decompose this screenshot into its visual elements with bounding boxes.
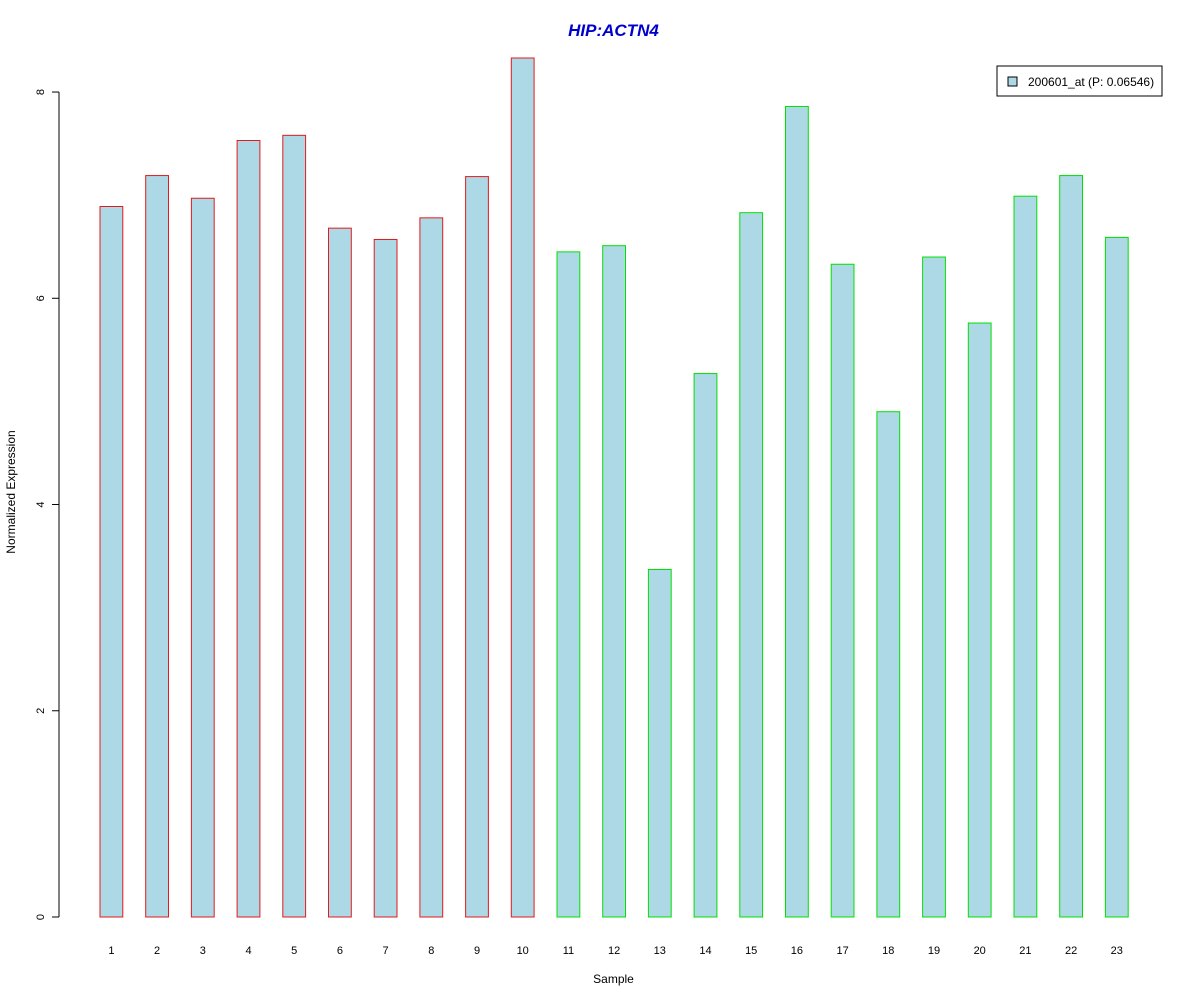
x-tick-label: 20 bbox=[974, 945, 986, 957]
x-tick-label: 10 bbox=[517, 945, 529, 957]
x-tick-label: 15 bbox=[745, 945, 757, 957]
bar-sample-2 bbox=[145, 175, 169, 918]
x-tick-label: 17 bbox=[836, 945, 848, 957]
bar-sample-18 bbox=[876, 411, 901, 918]
x-tick-label: 13 bbox=[654, 945, 666, 957]
bar-sample-15 bbox=[739, 212, 764, 918]
chart-title: HIP:ACTN4 bbox=[568, 21, 659, 40]
bar-sample-14 bbox=[693, 373, 718, 918]
bar-sample-22 bbox=[1059, 175, 1083, 918]
y-tick-label: 4 bbox=[35, 501, 47, 507]
y-axis: 0 2 4 6 8 bbox=[35, 89, 60, 920]
bar-sample-5 bbox=[282, 134, 307, 918]
legend-swatch bbox=[1007, 76, 1018, 87]
y-tick-label: 8 bbox=[35, 89, 47, 95]
x-tick-label: 23 bbox=[1111, 945, 1123, 957]
x-tick-label: 6 bbox=[337, 945, 343, 957]
y-tick-label: 6 bbox=[35, 295, 47, 301]
x-tick-label: 18 bbox=[882, 945, 894, 957]
x-axis-title: Sample bbox=[593, 972, 634, 986]
bar-sample-4 bbox=[236, 139, 261, 918]
bar-sample-20 bbox=[967, 322, 992, 918]
x-tick-label: 22 bbox=[1065, 945, 1077, 957]
bar-sample-17 bbox=[830, 263, 855, 918]
legend-box bbox=[996, 65, 1163, 97]
x-tick-label: 16 bbox=[791, 945, 803, 957]
bar-sample-8 bbox=[419, 217, 444, 918]
x-tick-label: 4 bbox=[245, 945, 251, 957]
legend: 200601_at (P: 0.06546) bbox=[996, 65, 1163, 97]
bar-sample-1 bbox=[99, 205, 124, 918]
x-tick-label: 8 bbox=[428, 945, 434, 957]
bar-sample-9 bbox=[465, 176, 489, 918]
bar-sample-6 bbox=[328, 227, 352, 918]
x-tick-label: 2 bbox=[154, 945, 160, 957]
y-axis-title: Normalized Expression bbox=[4, 430, 18, 553]
bar-sample-21 bbox=[1013, 195, 1038, 918]
x-tick-label: 11 bbox=[563, 945, 574, 957]
bar-sample-19 bbox=[922, 256, 946, 918]
x-tick-label: 1 bbox=[108, 945, 114, 957]
x-tick-label: 7 bbox=[383, 945, 389, 957]
legend-label: 200601_at (P: 0.06546) bbox=[1028, 75, 1154, 89]
x-tick-label: 19 bbox=[928, 945, 940, 957]
x-tick-label: 9 bbox=[474, 945, 480, 957]
bar-sample-7 bbox=[373, 238, 398, 918]
x-tick-label: 12 bbox=[608, 945, 620, 957]
bar-sample-13 bbox=[647, 568, 672, 918]
x-axis-tick-labels: 1 2 3 4 5 6 7 8 9 10 11 12 13 14 15 16 17 18 19 20 21 22 23 bbox=[108, 945, 1123, 957]
x-tick-label: 14 bbox=[699, 945, 711, 957]
bar-sample-16 bbox=[785, 105, 809, 918]
y-tick-label: 0 bbox=[35, 914, 47, 920]
bar-sample-3 bbox=[190, 197, 215, 918]
x-tick-label: 5 bbox=[291, 945, 297, 957]
x-tick-label: 21 bbox=[1019, 945, 1031, 957]
bar-sample-12 bbox=[602, 245, 627, 918]
y-tick-label: 2 bbox=[35, 708, 47, 714]
bar-sample-11 bbox=[556, 251, 581, 918]
x-tick-label: 3 bbox=[200, 945, 206, 957]
bar-sample-23 bbox=[1104, 236, 1129, 918]
bars-group bbox=[99, 57, 1129, 918]
bar-sample-10 bbox=[510, 57, 535, 918]
